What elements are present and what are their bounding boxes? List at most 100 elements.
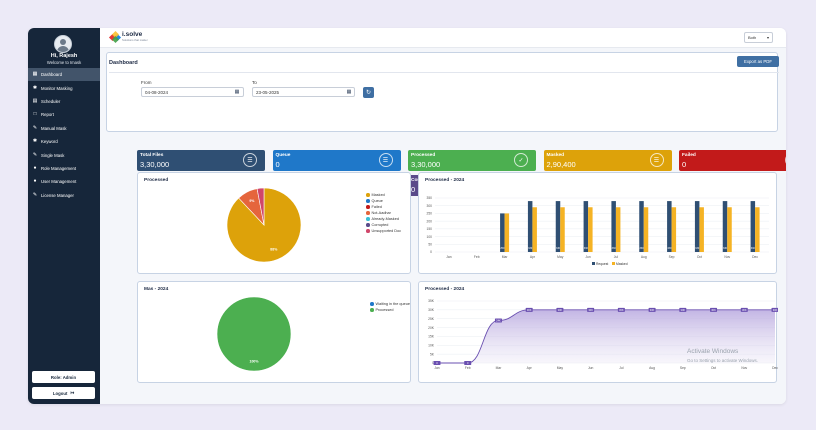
- avatar-body-icon: [57, 46, 69, 52]
- bar-data-label: 330: [528, 247, 533, 250]
- area-point-nov[interactable]: [740, 307, 748, 312]
- bar-masked-may[interactable]: [560, 207, 565, 252]
- asterisk-icon: ✱: [32, 138, 38, 145]
- legend-item[interactable]: Unsupported Doc: [366, 228, 401, 234]
- legend-swatch: [366, 193, 370, 197]
- bar-request-oct[interactable]: [694, 201, 700, 252]
- legend-label[interactable]: Masked: [616, 262, 628, 266]
- stat-label: Masked: [546, 153, 565, 158]
- sidebar-item-user-management[interactable]: ● User Management: [28, 175, 100, 188]
- area-point-apr[interactable]: [525, 307, 533, 312]
- bar-request-apr[interactable]: [527, 201, 533, 252]
- bar-masked-sep[interactable]: [671, 207, 677, 252]
- bar-masked-jun[interactable]: [588, 207, 593, 252]
- pie-slice-processed[interactable]: [216, 296, 292, 372]
- bar-masked-aug[interactable]: [643, 207, 649, 252]
- bar-request-sep[interactable]: [667, 201, 672, 252]
- bar-request-jun[interactable]: [583, 201, 589, 252]
- document-icon: ☰: [243, 153, 257, 167]
- refresh-button[interactable]: ↻: [363, 87, 374, 98]
- bar-masked-apr[interactable]: [532, 207, 537, 252]
- main-content: i.solve Solutions that matter Both ▾ Das…: [100, 28, 786, 404]
- bar-request-jul[interactable]: [611, 201, 616, 252]
- area-point-aug[interactable]: [648, 307, 656, 312]
- area-point-dec[interactable]: [771, 307, 779, 312]
- bar-request-may[interactable]: [555, 201, 561, 252]
- pie-slice-unsupported-doc[interactable]: [256, 187, 265, 226]
- x-tick-label: Mar: [502, 255, 509, 259]
- sidebar-item-license-manager[interactable]: ✎ License Manager: [28, 189, 100, 202]
- to-date-input[interactable]: 23-05-2025: [252, 87, 355, 97]
- language-select[interactable]: Both ▾: [744, 32, 773, 43]
- area-point-jun[interactable]: [587, 307, 595, 312]
- mas-pie-panel: Mas - 2024 100% Waiting in the queue Proc…: [137, 281, 411, 383]
- bar-request-mar[interactable]: [500, 213, 505, 252]
- to-calendar-icon[interactable]: ▦: [346, 89, 352, 95]
- avatar[interactable]: [54, 35, 72, 53]
- sidebar-item-single-mask[interactable]: ✎ Single Mask: [28, 148, 100, 161]
- sidebar-item-scheduler[interactable]: ▤ Scheduler: [28, 95, 100, 108]
- processed-bar-panel: Processed - 2024 0 50 100 150 200 250 300 350 Ja…: [418, 172, 777, 274]
- stat-card-processed[interactable]: Processed 3,30,000 ✓: [408, 150, 536, 171]
- area-data-label: 30K: [588, 308, 593, 312]
- bar-masked-mar[interactable]: [504, 213, 510, 252]
- from-calendar-icon[interactable]: ▦: [234, 89, 240, 95]
- bar-masked-nov[interactable]: [727, 207, 732, 252]
- sidebar-item-label: Keyword: [41, 139, 58, 145]
- x-tick-label: Nov: [724, 255, 730, 259]
- sidebar-nav: ▦ Dashboard ✱ Monitor Masking ▤ Scheduler □ Rep…: [28, 68, 100, 202]
- legend-item[interactable]: Failed: [366, 204, 401, 210]
- sidebar-item-report[interactable]: □ Report: [28, 108, 100, 121]
- area-point-may[interactable]: [556, 307, 564, 312]
- sidebar-item-label: Monitor Masking: [41, 85, 73, 91]
- legend-item[interactable]: Waiting in the queue: [370, 301, 410, 307]
- stat-card-failed[interactable]: Failed 0 ✕: [679, 150, 786, 171]
- from-label: From: [141, 80, 152, 85]
- bar-masked-dec[interactable]: [755, 207, 760, 252]
- stat-value: 0: [411, 185, 416, 194]
- legend-item[interactable]: Processed: [370, 307, 410, 313]
- legend-item[interactable]: Already-Masked: [366, 216, 401, 222]
- x-tick-label: Sep: [669, 255, 675, 259]
- area-point-oct[interactable]: [710, 307, 718, 312]
- legend-label[interactable]: Request: [596, 262, 608, 266]
- legend-item[interactable]: Not-Aadhar: [366, 210, 401, 216]
- stat-card-total-files[interactable]: Total Files 3,30,000 ☰: [137, 150, 265, 171]
- bar-masked-oct[interactable]: [699, 207, 704, 252]
- sidebar-item-keyword[interactable]: ✱ Keyword: [28, 135, 100, 148]
- export-pdf-button[interactable]: Export as PDF: [737, 56, 779, 67]
- document-icon: ☰: [649, 153, 664, 167]
- area-point-feb[interactable]: [464, 361, 472, 365]
- stat-card-queue[interactable]: Queue 0 ☰: [272, 150, 401, 171]
- sidebar-item-manual-mask[interactable]: ✎ Manual Mask: [28, 122, 100, 135]
- pie-data-label: 9%: [249, 199, 255, 203]
- y-tick-label: 100: [426, 235, 432, 239]
- pencil-icon: ✎: [32, 191, 38, 198]
- from-date-input[interactable]: 04-08-2024: [141, 87, 244, 97]
- y-tick-label: 350: [426, 196, 432, 200]
- legend-swatch: [592, 262, 595, 265]
- area-data-label: 0: [467, 361, 469, 365]
- area-data-label: 30K: [650, 308, 655, 312]
- area-point-sep[interactable]: [679, 307, 687, 312]
- bar-request-aug[interactable]: [639, 201, 644, 252]
- sidebar-item-role-management[interactable]: ● Role Management: [28, 162, 100, 175]
- bar-data-label: 330: [695, 247, 700, 250]
- bar-masked-jul[interactable]: [615, 207, 621, 252]
- sidebar-item-label: Role Management: [41, 165, 77, 171]
- sidebar-item-dashboard[interactable]: ▦ Dashboard: [28, 68, 100, 82]
- area-point-jan[interactable]: [433, 361, 441, 365]
- sidebar-item-monitor-masking[interactable]: ✱ Monitor Masking: [28, 81, 100, 94]
- legend-item[interactable]: Queue: [366, 198, 401, 204]
- area-point-mar[interactable]: [494, 318, 502, 323]
- logout-button[interactable]: Logout ↦: [32, 387, 95, 399]
- bar-request-nov[interactable]: [722, 201, 728, 252]
- page-title: Dashboard: [109, 60, 138, 66]
- legend-item[interactable]: Corrupted: [366, 222, 401, 228]
- area-point-jul[interactable]: [617, 307, 625, 312]
- bar-request-dec[interactable]: [750, 201, 756, 252]
- legend-item[interactable]: Masked: [366, 192, 401, 198]
- brand-logo[interactable]: i.solve Solutions that matter: [108, 30, 148, 44]
- pie-data-label: 88%: [270, 248, 278, 252]
- stat-card-masked[interactable]: Masked 2,90,400 ☰: [543, 150, 672, 171]
